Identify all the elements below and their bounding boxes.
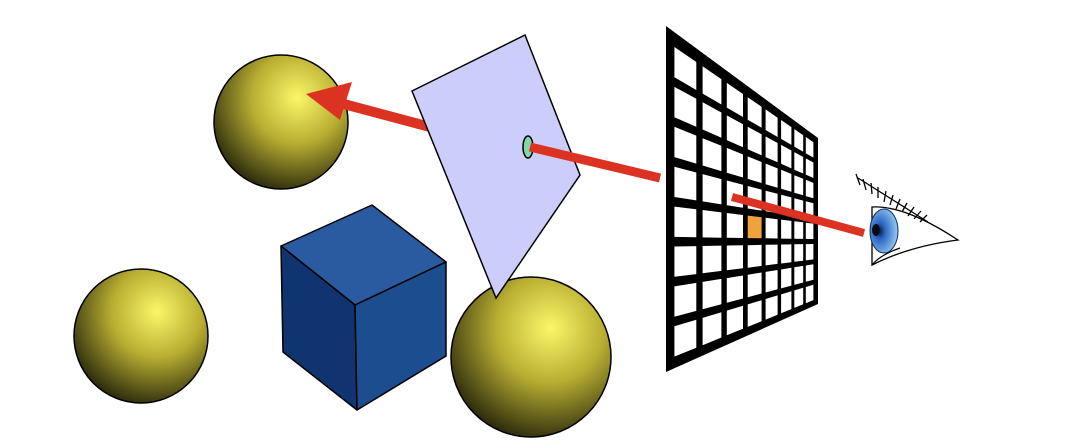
grid-cell bbox=[781, 120, 792, 145]
grid-cell bbox=[781, 291, 792, 314]
grid-cell bbox=[794, 265, 804, 285]
grid-cell bbox=[805, 264, 814, 282]
grid-cell bbox=[805, 158, 814, 178]
grid-cell bbox=[794, 152, 804, 174]
grid-cell bbox=[765, 109, 778, 137]
grid-cell bbox=[747, 244, 762, 268]
grid-cell bbox=[794, 175, 804, 196]
grid-cell bbox=[726, 245, 743, 271]
eye-iris bbox=[869, 208, 899, 254]
sphere-top bbox=[213, 54, 349, 190]
grid-cell bbox=[726, 213, 743, 238]
grid-cell bbox=[747, 272, 762, 298]
grid-cell bbox=[702, 278, 722, 310]
grid-cell bbox=[794, 129, 804, 152]
grid-cell bbox=[674, 86, 697, 127]
grid-cell bbox=[781, 267, 792, 289]
grid-cell bbox=[726, 275, 743, 303]
grid-cell bbox=[794, 287, 804, 308]
grid-cell bbox=[702, 102, 722, 138]
grid-cell bbox=[805, 179, 814, 199]
grid-cell bbox=[702, 138, 722, 172]
grid-cell bbox=[674, 206, 697, 238]
sphere-bottom-middle bbox=[450, 276, 612, 438]
reflective-plane bbox=[411, 33, 581, 300]
grid-cell bbox=[674, 47, 697, 90]
grid-cell bbox=[674, 166, 697, 201]
grid-cell bbox=[765, 217, 778, 239]
grid-cell bbox=[726, 115, 743, 148]
grid-cell bbox=[765, 244, 778, 266]
grid-cell bbox=[702, 66, 722, 105]
eye-icon bbox=[855, 173, 960, 267]
grid-cell bbox=[805, 136, 814, 158]
primary-ray-front bbox=[528, 142, 662, 183]
grid-cell bbox=[702, 210, 722, 238]
reflected-ray bbox=[338, 98, 432, 132]
grid-cell bbox=[674, 246, 697, 277]
grid-cell bbox=[794, 221, 804, 239]
grid-cell bbox=[674, 126, 697, 164]
grid-cell bbox=[765, 136, 778, 163]
grid-cell bbox=[765, 295, 778, 320]
cube-front-face bbox=[354, 261, 447, 411]
highlighted-pixel bbox=[747, 215, 762, 239]
eye-lower-lid bbox=[871, 247, 901, 266]
grid-cell bbox=[674, 282, 697, 317]
grid-cell bbox=[781, 219, 792, 239]
grid-cell bbox=[747, 156, 762, 183]
grid-cell bbox=[805, 244, 814, 261]
eye-pupil bbox=[872, 224, 880, 236]
grid-cell bbox=[747, 97, 762, 128]
grid-cell bbox=[794, 244, 804, 262]
grid-cell bbox=[726, 305, 743, 336]
arrowhead-icon bbox=[306, 82, 352, 120]
grid-cell bbox=[805, 222, 814, 240]
grid-cell bbox=[747, 126, 762, 156]
primary-ray-eye bbox=[730, 193, 866, 237]
grid-cell bbox=[781, 144, 792, 169]
grid-cell bbox=[726, 147, 743, 178]
grid-cell bbox=[726, 82, 743, 117]
grid-cell bbox=[702, 174, 722, 205]
grid-cell bbox=[781, 169, 792, 192]
grid-cell bbox=[765, 270, 778, 293]
grid-cell bbox=[747, 300, 762, 327]
grid-cell bbox=[805, 284, 814, 304]
cube bbox=[280, 204, 447, 411]
sphere-bottom-left bbox=[73, 268, 209, 404]
eyelashes bbox=[855, 173, 929, 223]
grid-cell bbox=[765, 163, 778, 188]
grid-cell bbox=[702, 312, 722, 346]
grid-cell bbox=[702, 245, 722, 274]
grid-cell bbox=[781, 244, 792, 264]
grid-cell bbox=[674, 319, 697, 357]
